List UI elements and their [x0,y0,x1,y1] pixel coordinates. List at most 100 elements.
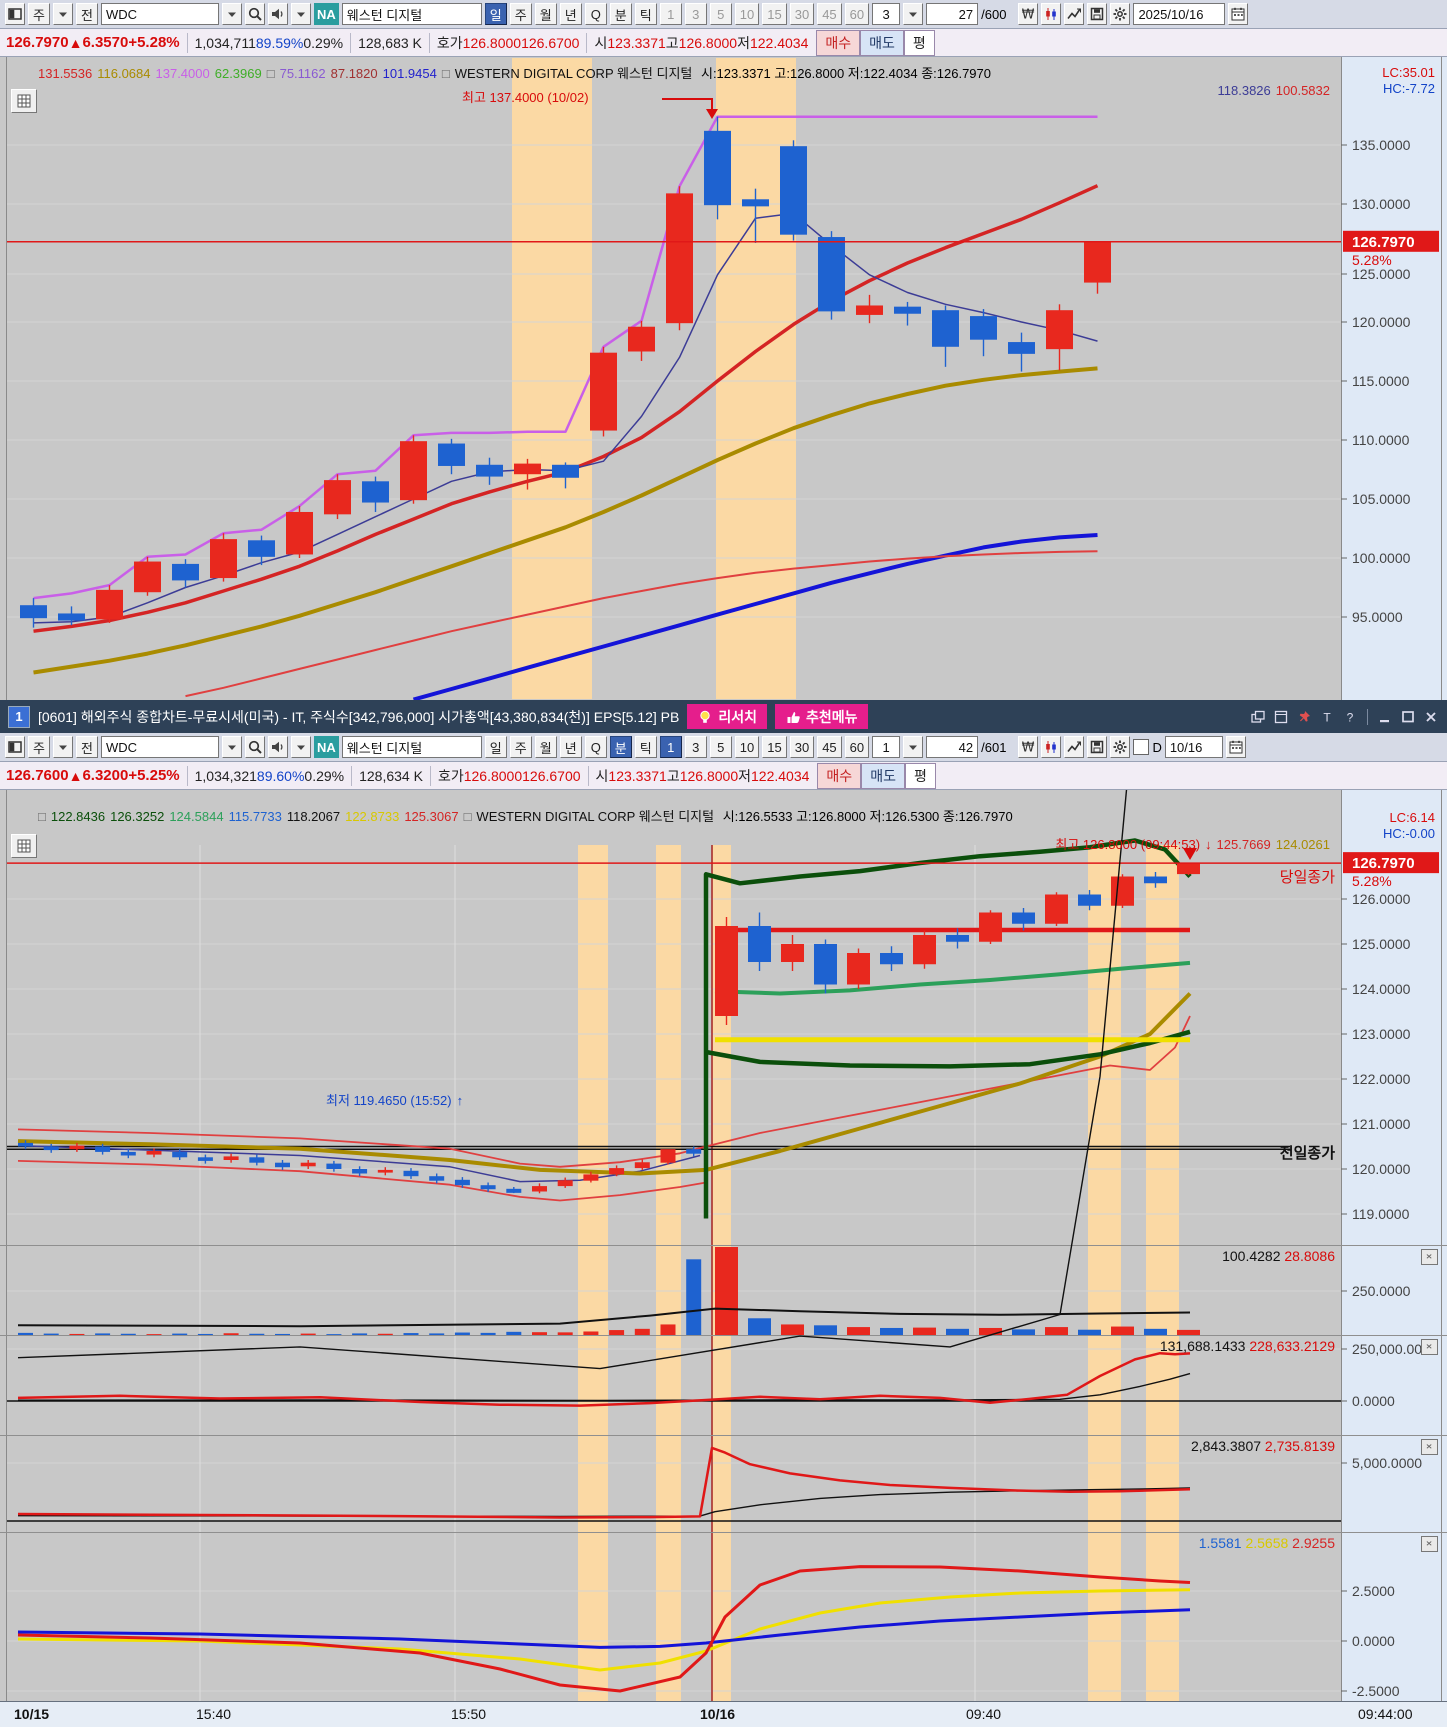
daily-minute-5[interactable]: 5 [709,3,732,25]
daily-minute-15[interactable]: 15 [762,3,787,25]
daily-tab-period-월[interactable]: 월 [534,3,557,25]
minute-minute-value-input[interactable]: 1 [872,736,901,758]
minute-minute-30[interactable]: 30 [789,736,815,758]
minute-minute-45[interactable]: 45 [817,736,842,758]
calendar-icon[interactable] [1225,736,1246,758]
pin-icon[interactable] [1296,709,1312,725]
search-icon[interactable] [245,3,265,25]
line-style-icon[interactable] [1064,3,1085,25]
won-currency-icon[interactable]: ₩ [1018,736,1039,758]
chevron-down-icon[interactable] [222,736,242,758]
d-checkbox-label: D [1152,739,1162,755]
minute-date-input[interactable]: 10/16 [1164,736,1223,758]
chevron-down-icon[interactable] [53,736,73,758]
chart-type-grid-button[interactable] [11,89,37,113]
chevron-down-icon[interactable] [903,736,924,758]
maximize-icon[interactable] [1400,709,1416,725]
speaker-icon[interactable] [268,3,288,25]
daily-minute-30[interactable]: 30 [789,3,815,25]
avg-button[interactable]: 평 [904,762,936,789]
trade-amount: 128,683 K [358,34,422,51]
minute-symbol-input[interactable]: WDC [101,736,219,758]
pane-collapse-icon[interactable] [1421,1249,1438,1265]
minute-tab-period-월[interactable]: 월 [534,736,557,758]
chart-type-grid-button[interactable] [11,834,37,858]
daily-minute-1[interactable]: 1 [659,3,682,25]
minute-tab-mode-틱[interactable]: 틱 [634,736,657,758]
daily-chart-canvas[interactable]: 135.0000 130.0000 125.0000 120.0000 115.0000… [0,57,1447,700]
daily-minute-3[interactable]: 3 [684,3,707,25]
sell-button[interactable]: 매도 [861,762,905,789]
pane-collapse-icon[interactable] [1421,1536,1438,1552]
settings-gear-icon[interactable] [1110,3,1131,25]
daily-period-week-button[interactable]: 주 [28,3,50,25]
minute-prev-button[interactable]: 전 [76,736,98,758]
minute-minute-10[interactable]: 10 [734,736,760,758]
buy-button[interactable]: 매수 [817,762,862,789]
minute-minute-5[interactable]: 5 [709,736,732,758]
daily-minute-value-input[interactable]: 3 [872,3,901,25]
minute-minute-1[interactable]: 1 [659,736,682,758]
save-icon[interactable] [1087,736,1108,758]
text-tool-icon[interactable]: T [1319,709,1335,725]
minute-bar-count-input[interactable]: 42 [926,736,979,758]
research-button[interactable]: 리서치 [687,704,767,729]
pane-collapse-icon[interactable] [1421,1339,1438,1355]
svg-text:131,688.1433 228,633.2129: 131,688.1433 228,633.2129 [1160,1338,1335,1354]
minute-tab-period-일[interactable]: 일 [484,736,507,758]
avg-button[interactable]: 평 [903,29,935,56]
minute-tab-period-Q[interactable]: Q [584,736,607,758]
chevron-down-icon[interactable] [903,3,924,25]
daily-tab-period-일[interactable]: 일 [484,3,507,25]
candle-style-icon[interactable] [1041,3,1062,25]
daily-minute-45[interactable]: 45 [817,3,842,25]
daily-minute-10[interactable]: 10 [734,3,760,25]
minute-minute-60[interactable]: 60 [844,736,870,758]
pane-collapse-icon[interactable] [1421,1439,1438,1455]
chevron-down-icon[interactable] [291,736,311,758]
help-icon[interactable]: ? [1342,709,1358,725]
chevron-down-icon[interactable] [53,3,73,25]
sell-button[interactable]: 매도 [860,29,904,56]
buy-button[interactable]: 매수 [816,29,861,56]
settings-gear-icon[interactable] [1110,736,1131,758]
minute-minute-15[interactable]: 15 [762,736,787,758]
minute-tab-period-주[interactable]: 주 [509,736,532,758]
chevron-down-icon[interactable] [291,3,311,25]
time-axis: 10/15 15:40 15:50 10/16 09:40 09:44:00 [0,1701,1447,1727]
candle-style-icon[interactable] [1041,736,1062,758]
minute-chart-canvas[interactable]: 126.0000 125.0000 124.0000 123.0000 122.0000… [0,790,1447,1701]
minute-tab-mode-분[interactable]: 분 [609,736,632,758]
daily-tab-period-Q[interactable]: Q [584,3,607,25]
duplicate-window-icon[interactable] [1273,709,1289,725]
daily-prev-button[interactable]: 전 [76,3,98,25]
svg-text:124.0000: 124.0000 [1352,981,1411,997]
chevron-down-icon[interactable] [222,3,242,25]
panel-toggle-icon[interactable] [5,736,25,758]
daily-tab-period-년[interactable]: 년 [559,3,582,25]
speaker-icon[interactable] [268,736,288,758]
panel-toggle-icon[interactable] [5,3,25,25]
minute-minute-3[interactable]: 3 [684,736,707,758]
minute-tab-period-년[interactable]: 년 [559,736,582,758]
minute-period-week-button[interactable]: 주 [28,736,50,758]
save-icon[interactable] [1087,3,1108,25]
daily-date-input[interactable]: 2025/10/16 [1133,3,1226,25]
daily-minute-60[interactable]: 60 [844,3,870,25]
daily-tab-mode-틱[interactable]: 틱 [634,3,657,25]
d-checkbox[interactable] [1133,739,1150,755]
line-style-icon[interactable] [1064,736,1085,758]
svg-text:126.0000: 126.0000 [1352,891,1411,907]
won-currency-icon[interactable]: ₩ [1018,3,1039,25]
search-icon[interactable] [245,736,265,758]
daily-bar-count-input[interactable]: 27 [926,3,979,25]
cascade-windows-icon[interactable] [1250,709,1266,725]
calendar-icon[interactable] [1228,3,1249,25]
close-icon[interactable] [1423,709,1439,725]
recommend-menu-button[interactable]: 추천메뉴 [775,704,868,729]
daily-tab-mode-분[interactable]: 분 [609,3,632,25]
daily-tab-period-주[interactable]: 주 [509,3,532,25]
minimize-icon[interactable] [1377,709,1393,725]
daily-symbol-input[interactable]: WDC [101,3,219,25]
trade-amount: 128,634 K [359,767,423,784]
